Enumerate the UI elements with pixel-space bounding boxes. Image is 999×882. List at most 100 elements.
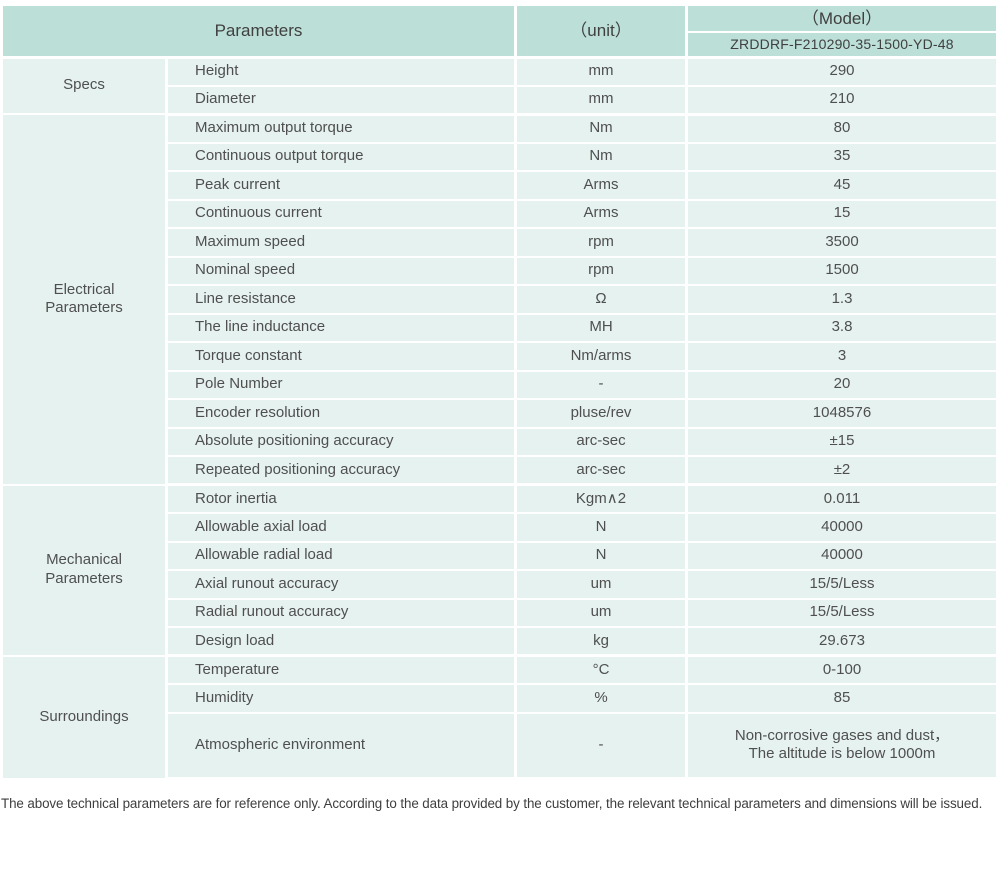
- unit-value: N: [514, 540, 688, 571]
- unit-value: kg: [514, 626, 688, 657]
- parameter-value: 35: [685, 141, 999, 172]
- table-row: Torque constant Nm/arms 3: [2, 341, 999, 372]
- parameter-value: 15/5/Less: [685, 597, 999, 628]
- parameters-header-cell: Parameters: [0, 4, 517, 59]
- parameter-value: 29.673: [685, 626, 999, 657]
- parameter-name: Radial runout accuracy: [165, 597, 517, 628]
- unit-value: mm: [514, 56, 688, 87]
- table-row: Axial runout accuracy um 15/5/Less: [2, 569, 999, 600]
- parameter-name: Atmospheric environment: [165, 711, 517, 780]
- parameter-value: 0-100: [685, 654, 999, 685]
- table-row: Diameter mm 210: [2, 84, 999, 116]
- table-row: Design load kg 29.673: [2, 626, 999, 657]
- group-label: Mechanical Parameters: [0, 483, 168, 657]
- table-row: Absolute positioning accuracy arc-sec ±15: [2, 426, 999, 457]
- table-row: Radial runout accuracy um 15/5/Less: [2, 597, 999, 628]
- table-row: Allowable radial load N 40000: [2, 540, 999, 571]
- unit-value: -: [514, 369, 688, 400]
- table-row: Atmospheric environment - Non-corrosive ga…: [2, 711, 999, 780]
- parameter-name: Temperature: [165, 654, 517, 685]
- parameter-value: 1.3: [685, 284, 999, 315]
- parameter-name: Allowable axial load: [165, 512, 517, 543]
- table-row: Mechanical Parameters Rotor inertia Kgm∧2 0…: [0, 483, 999, 657]
- parameter-value: 15/5/Less: [685, 569, 999, 600]
- unit-value: rpm: [514, 255, 688, 286]
- unit-value: -: [514, 711, 688, 780]
- unit-value: arc-sec: [514, 426, 688, 457]
- parameter-name: Line resistance: [165, 284, 517, 315]
- parameter-name: Nominal speed: [165, 255, 517, 286]
- parameter-value: 80: [685, 113, 999, 144]
- parameter-name: Peak current: [165, 170, 517, 201]
- unit-value: Arms: [514, 198, 688, 229]
- parameter-value: 3.8: [685, 312, 999, 343]
- parameter-value: 290: [685, 56, 999, 87]
- parameter-value: 3500: [685, 227, 999, 258]
- table-row: Allowable axial load N 40000: [2, 512, 999, 543]
- model-header-cell: （Model）: [685, 4, 999, 33]
- parameter-name: Diameter: [165, 84, 517, 116]
- unit-value: arc-sec: [514, 455, 688, 486]
- parameter-value: ±15: [685, 426, 999, 457]
- parameter-value: 20: [685, 369, 999, 400]
- table-row: Repeated positioning accuracy arc-sec ±2: [2, 455, 999, 486]
- table-row: Electrical Parameters Maximum output torq…: [0, 113, 999, 486]
- table-row: Continuous output torque Nm 35: [2, 141, 999, 172]
- parameter-name: Maximum output torque: [165, 113, 517, 144]
- table-row: Maximum speed rpm 3500: [2, 227, 999, 258]
- parameter-name: Rotor inertia: [165, 483, 517, 514]
- parameter-value: 40000: [685, 540, 999, 571]
- unit-value: Nm/arms: [514, 341, 688, 372]
- parameter-value: 1048576: [685, 398, 999, 429]
- parameter-name: Design load: [165, 626, 517, 657]
- unit-value: Ω: [514, 284, 688, 315]
- parameter-value: 45: [685, 170, 999, 201]
- table-row: Peak current Arms 45: [2, 170, 999, 201]
- group-label: Electrical Parameters: [0, 113, 168, 486]
- table-row: Surroundings Temperature °C 0-100: [0, 654, 999, 780]
- parameter-name: Axial runout accuracy: [165, 569, 517, 600]
- table-row: The line inductance MH 3.8: [2, 312, 999, 343]
- parameter-value: 15: [685, 198, 999, 229]
- parameter-name: Encoder resolution: [165, 398, 517, 429]
- parameter-name: Repeated positioning accuracy: [165, 455, 517, 486]
- unit-value: Nm: [514, 141, 688, 172]
- unit-value: %: [514, 683, 688, 714]
- unit-header-cell: （unit）: [514, 4, 688, 59]
- unit-value: MH: [514, 312, 688, 343]
- model-number-cell: ZRDDRF-F210290-35-1500-YD-48: [685, 31, 999, 59]
- parameter-name: Continuous current: [165, 198, 517, 229]
- parameter-name: Continuous output torque: [165, 141, 517, 172]
- parameter-name: Humidity: [165, 683, 517, 714]
- parameters-table: Parameters （unit） （Model） ZRDDRF-F210290…: [0, 4, 999, 780]
- parameter-name: Maximum speed: [165, 227, 517, 258]
- table-body: Specs Height mm 290 Diameter mm 210 Electrical …: [0, 56, 999, 780]
- parameter-name: The line inductance: [165, 312, 517, 343]
- unit-value: °C: [514, 654, 688, 685]
- unit-value: pluse/rev: [514, 398, 688, 429]
- unit-value: um: [514, 569, 688, 600]
- table-row: Line resistance Ω 1.3: [2, 284, 999, 315]
- group-label: Specs: [0, 56, 168, 115]
- table-header: Parameters （unit） （Model） ZRDDRF-F210290…: [0, 4, 999, 59]
- group-label: Surroundings: [0, 654, 168, 780]
- unit-value: Nm: [514, 113, 688, 144]
- parameter-value: 210: [685, 84, 999, 116]
- table-row: Continuous current Arms 15: [2, 198, 999, 229]
- parameter-value: Non-corrosive gases and dust， The altitu…: [685, 711, 999, 780]
- parameter-name: Allowable radial load: [165, 540, 517, 571]
- parameter-name: Torque constant: [165, 341, 517, 372]
- table-row: Specs Height mm 290: [0, 56, 999, 115]
- parameter-value: 85: [685, 683, 999, 714]
- parameter-value: 0.011: [685, 483, 999, 514]
- footer-disclaimer: The above technical parameters are for r…: [1, 796, 983, 811]
- parameter-value: 3: [685, 341, 999, 372]
- unit-value: um: [514, 597, 688, 628]
- parameter-name: Pole Number: [165, 369, 517, 400]
- parameter-name: Absolute positioning accuracy: [165, 426, 517, 457]
- table-row: Humidity% 85: [2, 683, 999, 714]
- unit-value: mm: [514, 84, 688, 116]
- unit-value: Kgm∧2: [514, 483, 688, 514]
- parameter-value: ±2: [685, 455, 999, 486]
